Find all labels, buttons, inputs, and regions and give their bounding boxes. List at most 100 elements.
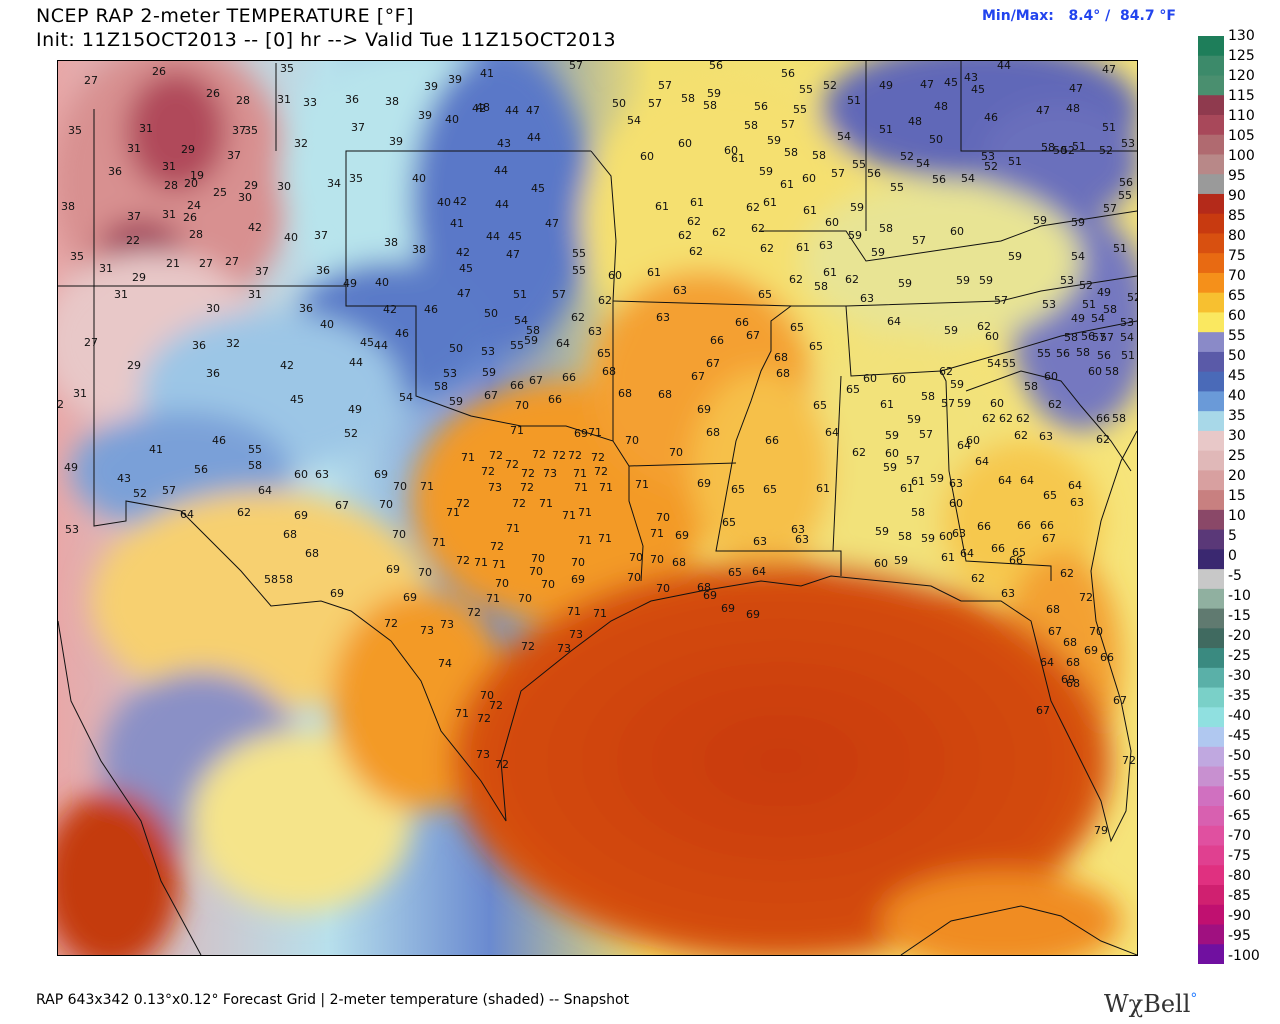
station-temperature: 29 (181, 143, 195, 156)
station-temperature: 52 (344, 427, 358, 440)
station-temperature: 63 (315, 468, 329, 481)
station-temperature: 71 (588, 426, 602, 439)
station-temperature: 47 (920, 78, 934, 91)
station-temperature: 54 (961, 172, 975, 185)
station-temperature: 71 (474, 556, 488, 569)
station-temperature: 71 (578, 506, 592, 519)
colorbar-label: 20 (1228, 468, 1246, 484)
station-temperature: 65 (790, 321, 804, 334)
station-temperature: 42 (456, 246, 470, 259)
station-temperature: 66 (1096, 412, 1110, 425)
station-temperature: 64 (258, 484, 272, 497)
colorbar-label: -5 (1228, 568, 1242, 584)
station-temperature: 60 (802, 172, 816, 185)
station-temperature: 19 (190, 169, 204, 182)
colorbar-swatch (1198, 36, 1224, 57)
station-temperature: 59 (885, 429, 899, 442)
colorbar-label: -55 (1228, 768, 1251, 784)
station-temperature: 72 (552, 449, 566, 462)
station-temperature: 65 (846, 383, 860, 396)
station-temperature: 57 (912, 234, 926, 247)
station-temperature: 57 (1100, 331, 1114, 344)
station-temperature: 72 (456, 497, 470, 510)
station-temperature: 49 (1097, 286, 1111, 299)
colorbar-swatch (1198, 766, 1224, 787)
station-temperature: 29 (244, 179, 258, 192)
station-temperature: 63 (753, 535, 767, 548)
temperature-map: 26 27 26 28 35 31 33 36 38 39 39 41 35 31 37 35 32 37 39 39… (57, 60, 1138, 956)
station-temperature: 46 (424, 303, 438, 316)
station-temperature: 64 (752, 565, 766, 578)
station-temperature: 65 (758, 288, 772, 301)
colorbar-swatch (1198, 608, 1224, 629)
max-value: 84.7 °F (1120, 8, 1176, 24)
station-temperature: 70 (656, 511, 670, 524)
colorbar-label: 75 (1228, 248, 1246, 264)
station-temperature: 70 (669, 446, 683, 459)
colorbar-label: 25 (1228, 448, 1246, 464)
station-temperature: 62 (237, 506, 251, 519)
station-temperature: 61 (823, 266, 837, 279)
station-temperature: 55 (572, 247, 586, 260)
station-temperature: 47 (457, 287, 471, 300)
station-temperature: 52 (1127, 291, 1137, 304)
station-temperature: 58 (812, 149, 826, 162)
station-temperature: 61 (780, 178, 794, 191)
station-temperature: 57 (906, 454, 920, 467)
station-temperature: 72 (521, 467, 535, 480)
station-temperature: 58 (248, 459, 262, 472)
colorbar-swatch (1198, 351, 1224, 373)
colorbar-label: 40 (1228, 388, 1246, 404)
station-temperature: 69 (746, 608, 760, 621)
station-temperature: 72 (489, 449, 503, 462)
color-scale-bar (1198, 36, 1224, 964)
station-temperature: 56 (781, 67, 795, 80)
station-temperature: 73 (543, 467, 557, 480)
station-temperature: 38 (61, 200, 75, 213)
station-temperature: 72 (594, 465, 608, 478)
station-temperature: 31 (277, 93, 291, 106)
station-temperature: 55 (1037, 347, 1051, 360)
station-temperature: 70 (418, 566, 432, 579)
colorbar-label: 60 (1228, 308, 1246, 324)
station-temperature: 57 (994, 294, 1008, 307)
station-temperature: 39 (448, 73, 462, 86)
station-temperature: 52 (1099, 144, 1113, 157)
station-temperature: 50 (1053, 144, 1067, 157)
station-temperature: 65 (809, 340, 823, 353)
station-temperature: 63 (656, 311, 670, 324)
station-temperature: 47 (1036, 104, 1050, 117)
station-temperature: 60 (678, 137, 692, 150)
station-temperature: 20 (184, 177, 198, 190)
station-temperature: 45 (971, 83, 985, 96)
station-temperature: 58 (911, 506, 925, 519)
station-temperature: 42 (453, 195, 467, 208)
colorbar-label: 0 (1228, 548, 1237, 564)
station-temperature: 55 (1118, 189, 1132, 202)
station-temperature: 31 (139, 122, 153, 135)
station-temperature: 66 (548, 393, 562, 406)
station-temperature: 66 (1017, 519, 1031, 532)
station-temperature: 61 (900, 482, 914, 495)
station-temperature: 72 (495, 758, 509, 771)
colorbar-swatch (1198, 193, 1224, 215)
station-temperature: 38 (412, 243, 426, 256)
station-temperature: 66 (510, 379, 524, 392)
station-temperature: 58 (279, 573, 293, 586)
station-temperature: 71 (593, 607, 607, 620)
station-temperature: 62 (789, 273, 803, 286)
station-temperature: 60 (949, 497, 963, 510)
station-temperature: 71 (506, 522, 520, 535)
station-temperature: 27 (84, 336, 98, 349)
colorbar-label: -30 (1228, 668, 1251, 684)
station-temperature: 45 (508, 230, 522, 243)
station-temperature: 57 (552, 288, 566, 301)
station-temperature: 31 (114, 288, 128, 301)
colorbar-swatch (1198, 233, 1224, 254)
station-temperature: 72 (456, 554, 470, 567)
station-temperature: 70 (627, 571, 641, 584)
station-temperature: 44 (495, 198, 509, 211)
station-temperature: 54 (399, 391, 413, 404)
station-temperature: 47 (506, 248, 520, 261)
station-temperature: 54 (916, 157, 930, 170)
